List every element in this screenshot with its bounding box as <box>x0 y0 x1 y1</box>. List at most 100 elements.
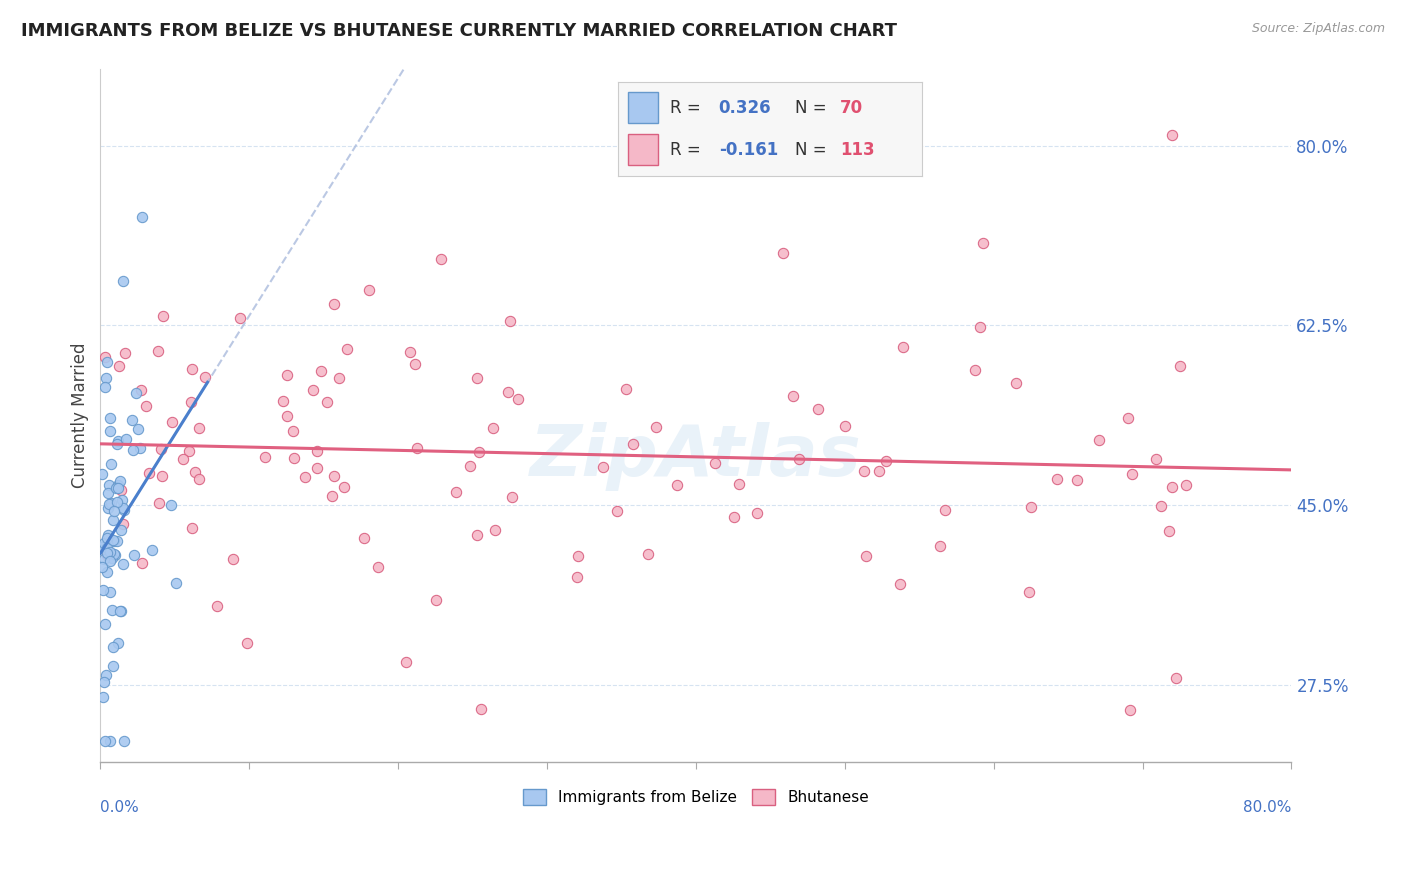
Point <box>834 419 856 434</box>
Point <box>184 465 207 479</box>
Point <box>94 734 117 748</box>
Point <box>307 443 329 458</box>
Point <box>934 503 956 517</box>
Point <box>101 603 124 617</box>
Point <box>172 451 194 466</box>
Point <box>565 569 588 583</box>
Point <box>1046 472 1069 486</box>
Point <box>112 557 135 571</box>
Point <box>868 464 890 478</box>
Point <box>406 442 429 456</box>
Point <box>853 464 876 478</box>
Point <box>105 533 128 548</box>
Point <box>207 599 229 614</box>
Point <box>93 536 115 550</box>
Point <box>395 655 418 669</box>
Point <box>98 425 121 439</box>
Point <box>357 283 380 297</box>
Point <box>399 345 422 359</box>
Point <box>93 674 115 689</box>
Point <box>98 410 121 425</box>
Point <box>283 450 305 465</box>
Point <box>665 478 688 492</box>
Point <box>928 539 950 553</box>
Point <box>222 552 245 566</box>
Point <box>1087 433 1109 447</box>
Point <box>94 380 117 394</box>
Point <box>253 450 276 464</box>
Point <box>1144 451 1167 466</box>
Point <box>621 436 644 450</box>
Point <box>110 604 132 618</box>
Point <box>723 509 745 524</box>
Point <box>194 370 217 384</box>
Point <box>108 475 131 489</box>
Point <box>91 582 114 597</box>
Point <box>100 457 122 471</box>
Point <box>100 544 122 558</box>
Point <box>107 482 129 496</box>
Point <box>146 344 169 359</box>
Point <box>1157 524 1180 538</box>
Point <box>101 659 124 673</box>
Point <box>1116 411 1139 425</box>
Point <box>1004 376 1026 390</box>
Point <box>110 524 132 538</box>
Point <box>101 533 124 548</box>
Point <box>165 576 187 591</box>
Point <box>236 636 259 650</box>
Point <box>1174 478 1197 492</box>
Text: 80.0%: 80.0% <box>1243 800 1292 815</box>
Point <box>567 549 589 563</box>
Point <box>501 490 523 504</box>
Point <box>181 521 204 535</box>
Point <box>111 492 134 507</box>
Point <box>1019 500 1042 514</box>
Point <box>107 636 129 650</box>
Point <box>141 543 163 558</box>
Point <box>305 460 328 475</box>
Point <box>1066 473 1088 487</box>
Point <box>105 437 128 451</box>
Point <box>96 566 118 580</box>
Point <box>807 402 830 417</box>
Point <box>115 432 138 446</box>
Point <box>333 480 356 494</box>
Point <box>97 486 120 500</box>
Point <box>703 456 725 470</box>
Point <box>98 585 121 599</box>
Text: 0.0%: 0.0% <box>100 800 139 815</box>
Point <box>101 550 124 565</box>
Point <box>470 702 492 716</box>
Legend: Immigrants from Belize, Bhutanese: Immigrants from Belize, Bhutanese <box>515 781 877 814</box>
Point <box>96 355 118 369</box>
Point <box>96 545 118 559</box>
Point <box>150 469 173 483</box>
Point <box>465 528 488 542</box>
Point <box>90 541 112 555</box>
Point <box>98 734 121 748</box>
Point <box>276 409 298 423</box>
Point <box>782 389 804 403</box>
Point <box>105 495 128 509</box>
Point <box>162 415 184 429</box>
Point <box>1119 703 1142 717</box>
Point <box>404 357 426 371</box>
Point <box>103 504 125 518</box>
Point <box>122 548 145 562</box>
Point <box>460 458 482 473</box>
Point <box>336 342 359 356</box>
Point <box>149 442 172 456</box>
Point <box>148 496 170 510</box>
Point <box>98 554 121 568</box>
Point <box>112 517 135 532</box>
Point <box>188 472 211 486</box>
Point <box>90 559 112 574</box>
Text: Source: ZipAtlas.com: Source: ZipAtlas.com <box>1251 22 1385 36</box>
Text: IMMIGRANTS FROM BELIZE VS BHUTANESE CURRENTLY MARRIED CORRELATION CHART: IMMIGRANTS FROM BELIZE VS BHUTANESE CURR… <box>21 22 897 40</box>
Point <box>271 394 294 409</box>
Point <box>108 359 131 373</box>
Point <box>1161 128 1184 143</box>
Point <box>309 364 332 378</box>
Point <box>506 392 529 406</box>
